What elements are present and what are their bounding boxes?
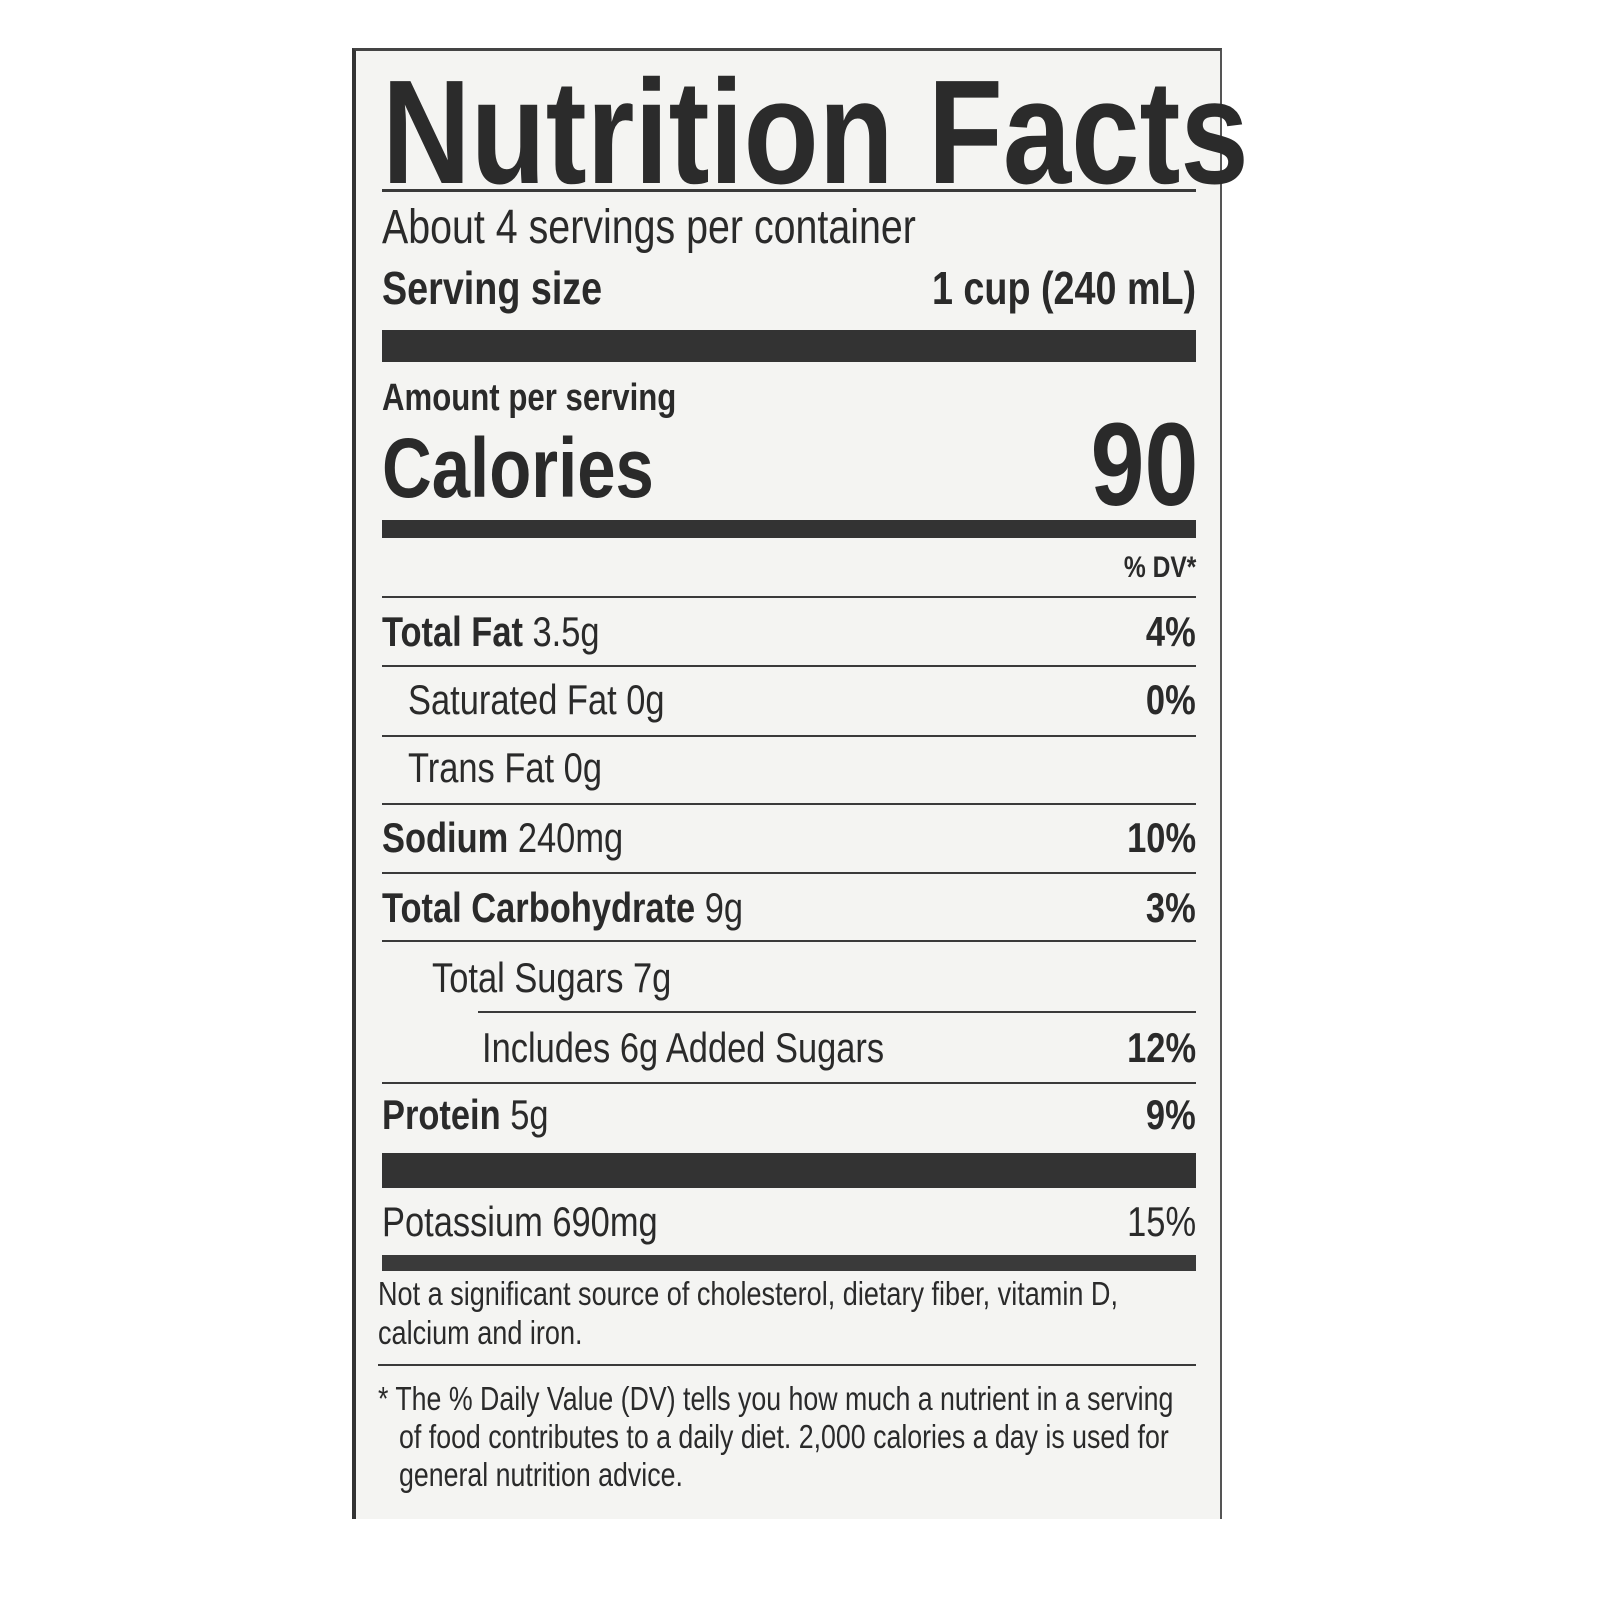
calories-label-text: Calories [382,421,654,515]
title-text: Nutrition Facts [382,50,1249,215]
servings-per-container: About 4 servings per container [382,200,1033,256]
nutrient-row-total-fat: Total Fat 3.5g 4% [382,607,1196,657]
nutrient-amount: 3.5g [532,608,600,655]
nutrient-dv: 0% [1146,676,1196,723]
nutrient-amount: 0g [626,676,665,723]
divider [478,1011,1196,1013]
serving-size-label: Serving size [382,262,603,314]
nutrient-amount: 7g [633,954,672,1001]
divider [382,596,1196,598]
nutrient-amount: 0g [563,744,602,791]
dv-header-text: % DV* [1123,551,1196,584]
divider [382,735,1196,737]
divider [382,665,1196,667]
servings-text: About 4 servings per container [382,201,916,254]
serving-size-value: 1 cup (240 mL) [931,262,1196,314]
divider [382,940,1196,942]
divider [378,1364,1196,1366]
nutrient-row-sodium: Sodium 240mg 10% [382,813,1196,863]
nutrient-row-total-sugars: Total Sugars 7g [382,953,1196,1003]
nutrient-name: Total Carbohydrate [382,884,696,931]
divider [382,189,1196,192]
nutrient-amount: 240mg [517,814,624,861]
nutrient-dv: 3% [1146,884,1196,931]
nutrient-dv: 12% [1127,1024,1196,1071]
nutrient-name: Includes 6g Added Sugars [482,1024,885,1071]
medium-divider [382,520,1196,538]
nutrient-row-saturated-fat: Saturated Fat 0g 0% [382,675,1196,725]
dv-header: % DV* [1108,550,1196,586]
calories-value: 90 [1067,405,1198,525]
thick-divider [382,330,1196,362]
daily-value-footnote: * The % Daily Value (DV) tells you how m… [378,1380,1174,1493]
nutrient-name: Total Sugars [432,954,624,1001]
amount-per-serving-text: Amount per serving [382,377,677,419]
nutrient-name: Total Fat [382,608,523,655]
nutrient-row-added-sugars: Includes 6g Added Sugars 12% [382,1023,1196,1073]
amount-per-serving: Amount per serving [382,376,741,420]
nutrient-name: Protein [382,1091,501,1138]
nutrient-name: Sodium [382,814,509,861]
nutrient-dv: 15% [1127,1198,1196,1245]
nutrient-row-total-carbohydrate: Total Carbohydrate 9g 3% [382,883,1196,933]
nutrient-name: Trans Fat [408,744,555,791]
nutrient-row-protein: Protein 5g 9% [382,1090,1196,1140]
nutrient-amount: 5g [510,1091,549,1138]
nutrient-amount: 9g [704,884,744,931]
thick-divider [382,1153,1196,1188]
nutrient-name: Saturated Fat [408,676,617,723]
not-significant-note: Not a significant source of cholesterol,… [378,1275,1118,1351]
nutrient-name: Potassium [382,1198,543,1245]
nutrition-label [352,48,1222,1519]
medium-divider [382,1255,1196,1271]
nutrient-dv: 10% [1127,814,1196,861]
divider [382,872,1196,874]
nutrient-amount: 690mg [552,1198,658,1245]
calories-value-text: 90 [1090,399,1198,531]
nutrient-row-trans-fat: Trans Fat 0g [382,743,1196,793]
serving-size-row: Serving size 1 cup (240 mL) [382,260,1196,316]
divider [382,1082,1196,1084]
divider [382,803,1196,805]
calories-label: Calories [382,420,714,516]
nutrient-row-potassium: Potassium 690mg 15% [382,1197,1196,1247]
label-title: Nutrition Facts [382,58,1426,208]
nutrient-dv: 4% [1146,608,1196,655]
nutrient-dv: 9% [1146,1091,1196,1138]
